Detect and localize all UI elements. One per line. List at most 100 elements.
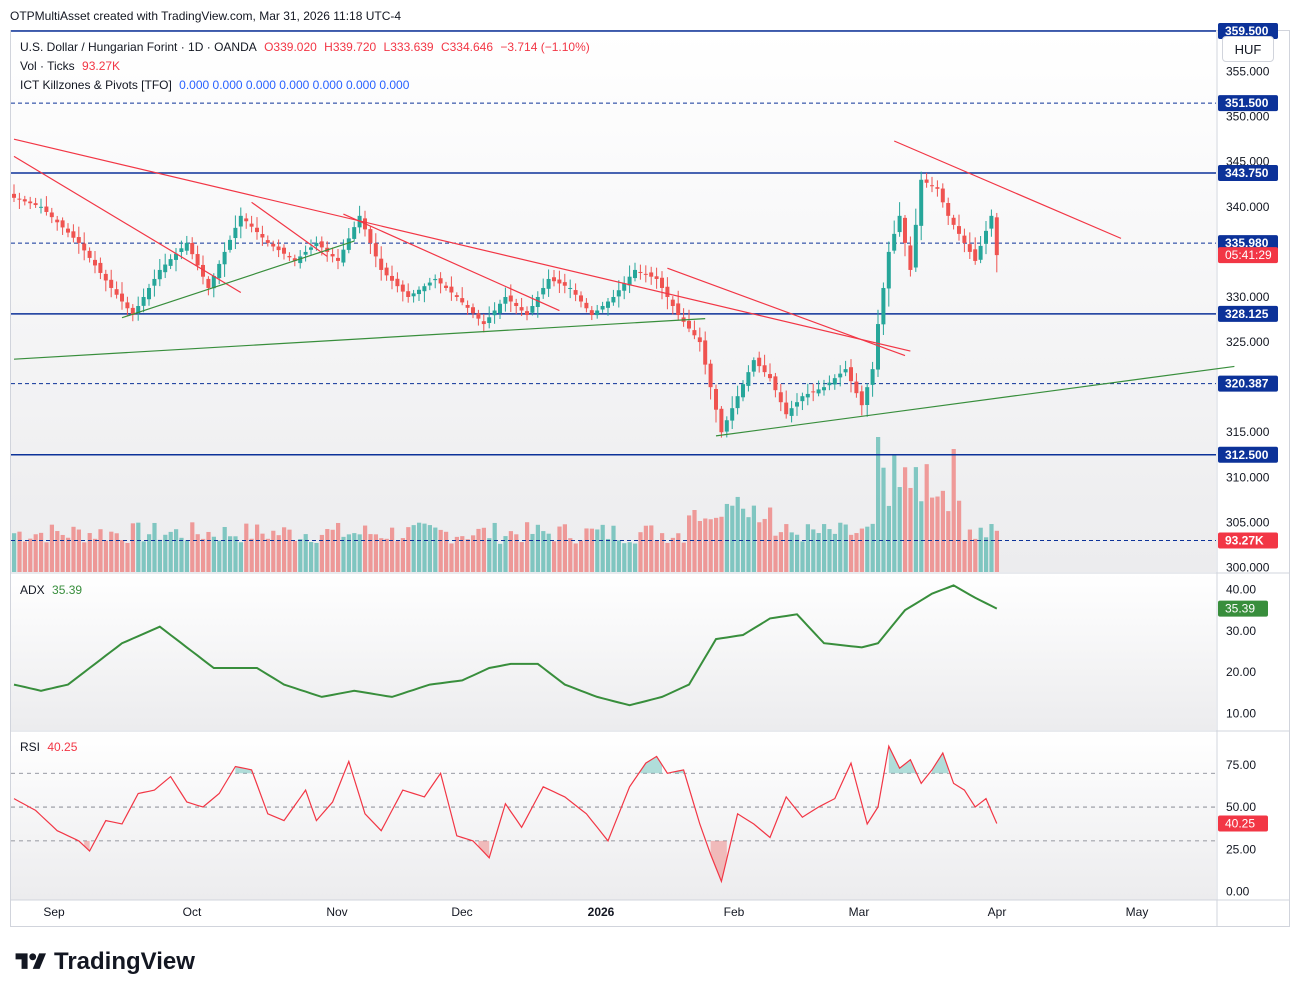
candle-body xyxy=(271,243,276,247)
volume-bar xyxy=(174,529,179,572)
volume-bar xyxy=(535,524,540,572)
volume-bar xyxy=(179,537,184,572)
volume-marker-bg xyxy=(1218,532,1278,549)
candle-body xyxy=(854,381,859,394)
volume-bar xyxy=(309,542,314,572)
time-axis-label: 2026 xyxy=(588,905,615,919)
candle-body xyxy=(611,296,616,303)
volume-bar xyxy=(622,543,627,572)
candle-body xyxy=(665,286,670,297)
price-tick-label: 325.000 xyxy=(1226,335,1270,349)
volume-bar xyxy=(22,541,27,572)
volume-bar xyxy=(606,538,611,572)
trendline-green xyxy=(121,240,355,319)
candle-body xyxy=(940,188,945,203)
candle-body xyxy=(654,276,659,279)
candle-body xyxy=(881,287,886,325)
volume-bar xyxy=(390,527,395,572)
volume-bar xyxy=(611,525,616,572)
rsi-tick-label: 75.00 xyxy=(1226,758,1256,772)
rsi-pane-bg xyxy=(11,731,1216,900)
volume-bar xyxy=(600,524,605,572)
adx-label[interactable]: ADX xyxy=(20,583,45,597)
time-axis-label: Sep xyxy=(43,905,65,919)
volume-bar xyxy=(411,525,416,572)
candle-body xyxy=(822,387,826,391)
candle-body xyxy=(503,296,508,304)
rsi-tick-label: 25.00 xyxy=(1226,842,1256,856)
symbol-title[interactable]: U.S. Dollar / Hungarian Forint · 1D · OA… xyxy=(20,40,257,54)
volume-bar xyxy=(735,496,740,572)
volume-bar xyxy=(152,522,157,572)
candle-body xyxy=(552,277,556,282)
candle-body xyxy=(141,296,146,306)
volume-bar xyxy=(114,533,119,572)
volume-bar xyxy=(935,496,940,572)
candle-body xyxy=(195,254,200,266)
volume-bar xyxy=(444,531,449,572)
candle-body xyxy=(222,251,227,265)
candle-body xyxy=(789,408,794,416)
candle-body xyxy=(136,306,141,314)
volume-bar xyxy=(546,533,551,572)
candle-body xyxy=(703,340,708,365)
volume-bar xyxy=(141,541,146,572)
candle-body xyxy=(481,321,486,325)
volume-bar xyxy=(438,529,443,572)
level-price-label-bg xyxy=(1218,95,1278,112)
candle-body xyxy=(768,374,772,379)
candle-body xyxy=(935,187,940,189)
volume-bar xyxy=(865,526,870,572)
tradingview-brand[interactable]: TradingView xyxy=(14,948,195,976)
candle-body xyxy=(233,227,238,239)
candle-body xyxy=(606,301,610,308)
candle-body xyxy=(265,240,270,243)
candle-body xyxy=(838,373,843,378)
last-price-tag: 05:41:29 xyxy=(1218,247,1278,264)
candle-body xyxy=(849,367,853,382)
volume-bar xyxy=(708,519,713,572)
indicator-label[interactable]: ICT Killzones & Pivots [TFO] xyxy=(20,78,172,92)
volume-bar xyxy=(503,536,508,572)
ohlc-low: L333.639 xyxy=(383,40,434,54)
candle-body xyxy=(498,303,502,314)
volume-bar xyxy=(276,535,281,572)
volume-bar xyxy=(908,487,913,572)
volume-bar xyxy=(697,521,702,572)
volume-bar xyxy=(363,525,368,572)
candle-body xyxy=(643,273,648,275)
candle-body xyxy=(978,245,983,260)
ohlc-change: −3.714 (−1.10%) xyxy=(500,40,590,54)
volume-bar xyxy=(384,538,389,572)
candle-body xyxy=(724,420,729,432)
volume-bar xyxy=(692,510,697,572)
volume-bar xyxy=(541,531,546,572)
volume-bar xyxy=(946,511,951,572)
volume-bar xyxy=(471,535,476,572)
volume-bar xyxy=(816,533,821,572)
volume-bar xyxy=(660,533,665,572)
rsi-label[interactable]: RSI xyxy=(20,740,41,754)
volume-bar xyxy=(217,540,222,572)
candle-body xyxy=(66,228,70,233)
volume-bar xyxy=(147,534,152,572)
currency-button[interactable]: HUF xyxy=(1222,36,1274,62)
candle-body xyxy=(201,264,205,277)
volume-bar xyxy=(876,437,881,572)
adx-tick-label: 40.00 xyxy=(1226,583,1256,597)
volume-bar xyxy=(400,538,405,572)
volume-bar xyxy=(422,523,427,572)
volume-bar xyxy=(649,525,654,572)
candle-body xyxy=(924,179,929,183)
volume-bar xyxy=(849,534,854,572)
volume-label[interactable]: Vol · Ticks xyxy=(20,59,75,73)
volume-bar xyxy=(784,524,789,572)
indicator-legend: ICT Killzones & Pivots [TFO] 0.000 0.000… xyxy=(20,78,413,92)
volume-bar xyxy=(287,529,292,572)
volume-bar xyxy=(778,532,783,572)
volume-bar xyxy=(60,534,65,572)
level-price-label-text: 320.387 xyxy=(1225,377,1269,391)
candle-body xyxy=(17,198,22,200)
candle-body xyxy=(292,258,297,261)
